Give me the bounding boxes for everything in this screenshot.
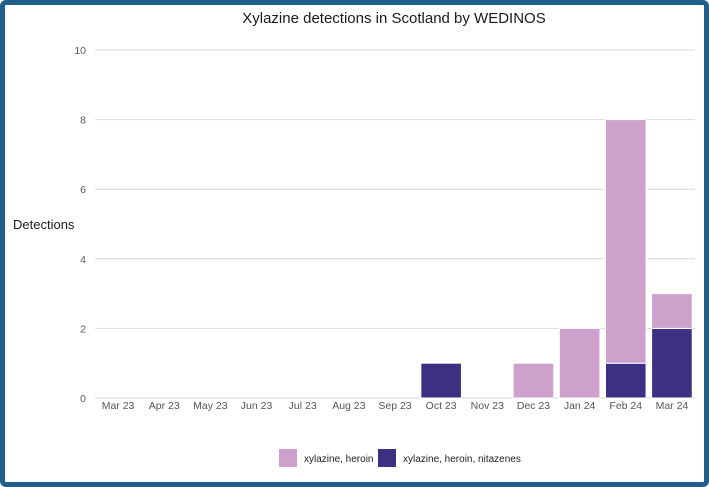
chart-title: Xylazine detections in Scotland by WEDIN… (242, 10, 545, 27)
x-tick-label: Oct 23 (426, 400, 457, 412)
bar-segment (604, 119, 647, 364)
y-tick-label: 2 (80, 323, 86, 335)
bar-segment (558, 327, 601, 399)
legend-label: xylazine, heroin (304, 454, 373, 465)
x-tick-label: Jul 23 (289, 400, 317, 412)
legend-label: xylazine, heroin, nitazenes (403, 454, 521, 465)
y-tick-label: 4 (80, 254, 86, 266)
x-tick-label: Nov 23 (471, 400, 504, 412)
x-tick-label: Jan 24 (564, 400, 596, 412)
bar-segment (651, 327, 693, 399)
bar-segment (512, 362, 555, 399)
legend-swatch (378, 449, 396, 467)
y-tick-label: 10 (74, 45, 86, 57)
bars (420, 119, 693, 399)
x-tick-label: Sep 23 (378, 400, 411, 412)
legend: xylazine, heroin xylazine, heroin, nitaze… (279, 449, 521, 467)
x-tick-labels: Mar 23 Apr 23 May 23 Jun 23 Jul 23 Aug 23 Sep … (102, 400, 689, 412)
x-tick-label: Apr 23 (149, 400, 180, 412)
x-tick-label: Dec 23 (517, 400, 550, 412)
bar-segment (420, 362, 462, 399)
bar-segment (651, 293, 693, 329)
x-tick-label: Mar 24 (656, 400, 689, 412)
bar-segment (604, 362, 647, 399)
x-tick-label: May 23 (193, 400, 228, 412)
y-tick-label: 0 (80, 393, 86, 405)
x-tick-label: Mar 23 (102, 400, 135, 412)
y-tick-label: 6 (80, 184, 86, 196)
x-tick-label: Feb 24 (609, 400, 642, 412)
x-tick-label: Jun 23 (241, 400, 273, 412)
x-tick-label: Aug 23 (332, 400, 365, 412)
y-tick-labels: 0 2 4 6 8 10 (74, 45, 86, 405)
y-axis-label: Detections (13, 217, 75, 232)
legend-swatch (279, 449, 297, 467)
y-tick-label: 8 (80, 115, 86, 127)
